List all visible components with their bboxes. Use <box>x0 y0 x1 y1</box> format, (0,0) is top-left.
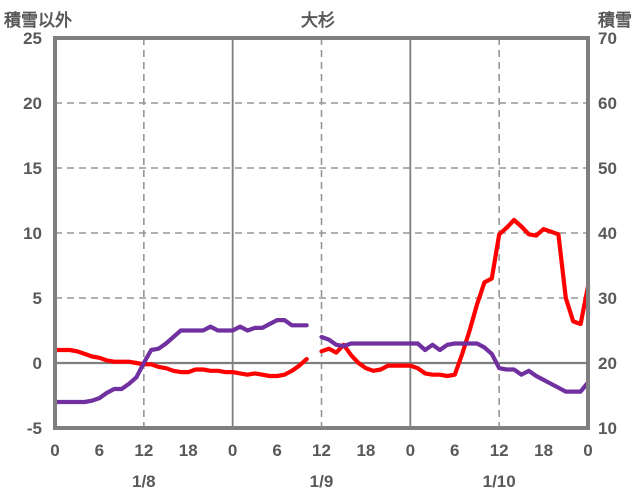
y-left-tick-label: 5 <box>33 289 42 308</box>
series-line-snow <box>52 318 591 405</box>
x-hour-tick-label: 12 <box>134 441 153 460</box>
y-left-tick-label: 20 <box>23 94 42 113</box>
left-axis-title: 積雪以外 <box>4 11 72 30</box>
x-hour-tick-label: 6 <box>272 441 281 460</box>
series-line-other <box>52 217 591 379</box>
y-right-tick-label: 40 <box>598 224 617 243</box>
x-hour-tick-label: 0 <box>50 441 59 460</box>
x-hour-tick-label: 0 <box>228 441 237 460</box>
y-left-tick-label: 25 <box>23 29 42 48</box>
x-hour-tick-label: 0 <box>583 441 592 460</box>
y-right-tick-label: 70 <box>598 29 617 48</box>
plot-border <box>53 36 590 430</box>
y-left-tick-label: -5 <box>27 419 42 438</box>
x-hour-tick-label: 6 <box>450 441 459 460</box>
x-hour-tick-label: 12 <box>490 441 509 460</box>
y-right-tick-label: 50 <box>598 159 617 178</box>
right-axis-title: 積雪 <box>598 11 632 30</box>
y-left-tick-label: 15 <box>23 159 42 178</box>
chart-title: 大杉 <box>301 11 335 30</box>
x-hour-tick-label: 6 <box>95 441 104 460</box>
x-day-label: 1/8 <box>132 472 156 491</box>
x-hour-tick-label: 0 <box>406 441 415 460</box>
y-right-tick-label: 20 <box>598 354 617 373</box>
y-right-tick-label: 10 <box>598 419 617 438</box>
y-left-tick-label: 0 <box>33 354 42 373</box>
x-day-label: 1/9 <box>310 472 334 491</box>
x-day-label: 1/10 <box>483 472 516 491</box>
x-hour-tick-label: 18 <box>534 441 553 460</box>
x-hour-tick-label: 12 <box>312 441 331 460</box>
chart-header: 積雪以外 大杉 積雪 <box>0 6 636 32</box>
x-hour-tick-label: 18 <box>179 441 198 460</box>
x-hour-tick-label: 18 <box>356 441 375 460</box>
y-right-tick-label: 30 <box>598 289 617 308</box>
y-left-tick-label: 10 <box>23 224 42 243</box>
y-right-tick-label: 60 <box>598 94 617 113</box>
